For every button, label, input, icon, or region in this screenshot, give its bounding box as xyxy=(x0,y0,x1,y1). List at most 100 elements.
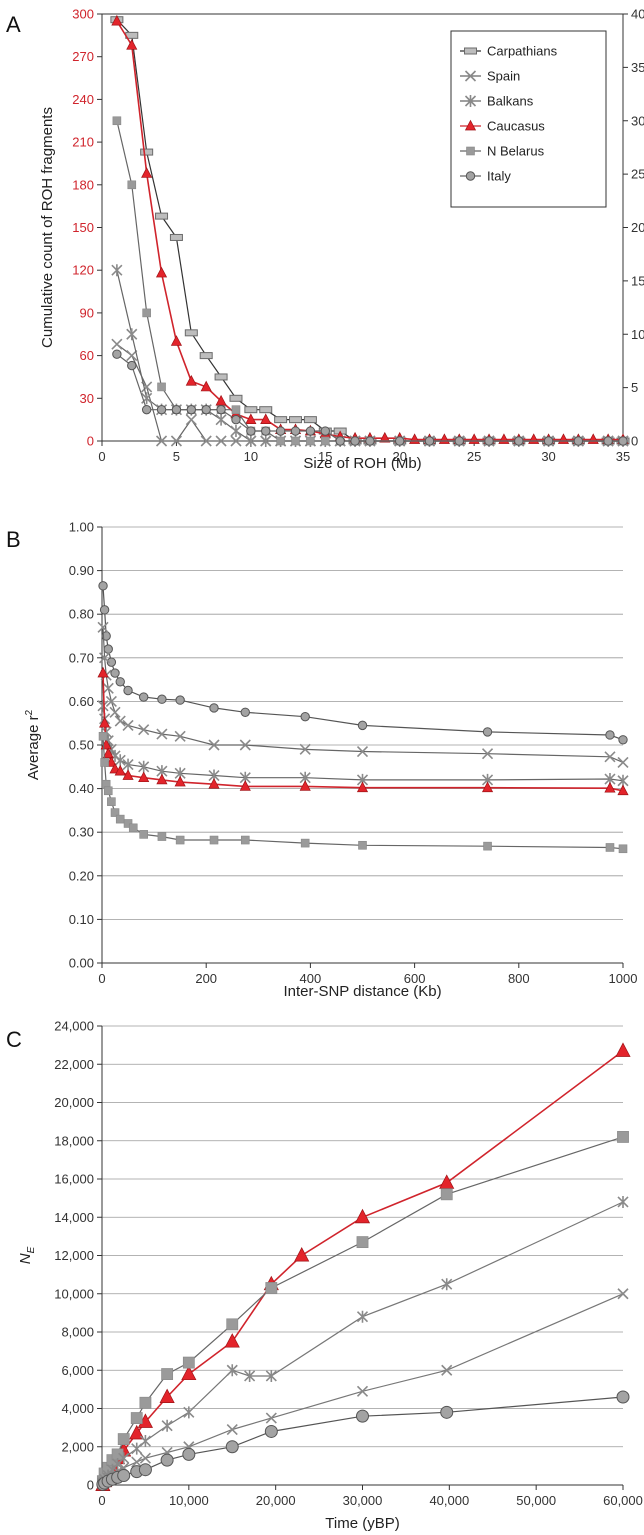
series-line xyxy=(102,705,624,782)
data-point xyxy=(395,436,405,446)
data-point xyxy=(356,1310,369,1323)
data-point xyxy=(99,716,111,728)
y-tick-label: 20,000 xyxy=(54,1095,94,1110)
y2-tick-label: 35 xyxy=(631,60,644,75)
x-tick-label: 15 xyxy=(318,449,332,464)
data-point xyxy=(103,786,113,796)
y-axis-label-main: N xyxy=(17,1253,34,1264)
series-line xyxy=(116,270,623,442)
data-point xyxy=(543,436,554,446)
data-point xyxy=(482,727,493,737)
data-point xyxy=(156,773,168,785)
data-point xyxy=(99,652,111,664)
data-point xyxy=(171,404,182,415)
data-point xyxy=(131,1456,143,1468)
data-point xyxy=(103,644,113,654)
data-point xyxy=(156,728,168,740)
data-point xyxy=(126,350,138,362)
data-point xyxy=(109,706,121,718)
data-point xyxy=(110,808,120,817)
data-point xyxy=(618,844,628,854)
series-balkans xyxy=(111,264,629,447)
y2-tick-label: 30 xyxy=(631,113,644,128)
data-point xyxy=(356,1409,369,1423)
data-point xyxy=(156,404,167,415)
y2-tick-label: 0 xyxy=(631,434,638,449)
data-point xyxy=(291,436,300,446)
data-point xyxy=(354,1208,371,1224)
legend-label: Balkans xyxy=(487,94,534,109)
data-point xyxy=(118,1452,130,1465)
y-axis-label: Cumulative count of ROH fragments xyxy=(39,107,56,348)
x-axis-label: Inter-SNP distance (Kb) xyxy=(283,983,441,1000)
data-point xyxy=(208,739,220,751)
legend-marker xyxy=(464,70,477,82)
y-tick-label: 0.00 xyxy=(69,956,94,971)
data-point xyxy=(604,781,616,793)
data-point xyxy=(170,435,182,447)
data-point xyxy=(261,426,271,436)
data-point xyxy=(440,1405,454,1419)
y-tick-label: 1.00 xyxy=(69,520,94,535)
series-s0 xyxy=(95,1042,631,1491)
data-point xyxy=(356,1385,369,1397)
series-s0 xyxy=(98,581,628,745)
data-point xyxy=(107,797,116,806)
y-tick-label: 18,000 xyxy=(54,1133,94,1148)
y-tick-label: 8,000 xyxy=(61,1325,94,1340)
data-point xyxy=(240,707,250,717)
data-point xyxy=(112,349,122,359)
data-point xyxy=(484,436,494,446)
data-point xyxy=(239,780,251,791)
data-point xyxy=(183,1406,195,1419)
legend-marker xyxy=(464,95,477,107)
data-point xyxy=(123,819,133,828)
series-s1 xyxy=(97,621,629,769)
data-point xyxy=(97,699,109,712)
data-point xyxy=(199,352,213,360)
y-tick-label: 0.40 xyxy=(69,781,94,796)
y2-tick-label: 20 xyxy=(631,220,644,235)
y-tick-label: 30 xyxy=(80,391,94,406)
data-point xyxy=(186,404,197,415)
y-tick-label: 2,000 xyxy=(61,1439,94,1454)
data-point xyxy=(129,1424,145,1440)
data-point xyxy=(106,657,117,667)
data-point xyxy=(615,1042,631,1057)
data-point xyxy=(157,832,167,841)
data-point xyxy=(139,1396,152,1409)
data-point xyxy=(617,1288,629,1300)
data-point xyxy=(97,666,109,678)
x-tick-label: 30 xyxy=(541,449,555,464)
panel-letter: A xyxy=(6,12,21,37)
data-point xyxy=(483,841,492,851)
data-point xyxy=(209,835,219,845)
data-point xyxy=(264,1424,278,1438)
data-point xyxy=(105,695,117,707)
data-point xyxy=(157,382,166,392)
x-tick-label: 400 xyxy=(300,971,322,986)
data-point xyxy=(357,720,368,731)
series-line xyxy=(102,585,624,741)
data-point xyxy=(200,380,212,392)
y-tick-label: 0.60 xyxy=(69,694,94,709)
data-point xyxy=(139,830,148,839)
y-tick-label: 22,000 xyxy=(54,1057,94,1072)
legend-label: Spain xyxy=(487,69,520,84)
y-tick-label: 90 xyxy=(80,305,94,320)
data-point xyxy=(260,435,272,447)
x-tick-label: 10,000 xyxy=(169,1493,209,1508)
data-point xyxy=(356,1236,369,1249)
series-s4 xyxy=(96,1390,630,1491)
data-point xyxy=(138,692,149,702)
y2-tick-label: 25 xyxy=(631,167,644,182)
legend-label: N Belarus xyxy=(487,144,545,159)
data-point xyxy=(244,406,258,414)
y-tick-label: 240 xyxy=(72,92,94,107)
data-point xyxy=(616,1390,630,1404)
data-point xyxy=(215,435,227,447)
data-point xyxy=(112,116,122,126)
data-point xyxy=(240,835,250,845)
y-tick-label: 180 xyxy=(72,177,94,192)
